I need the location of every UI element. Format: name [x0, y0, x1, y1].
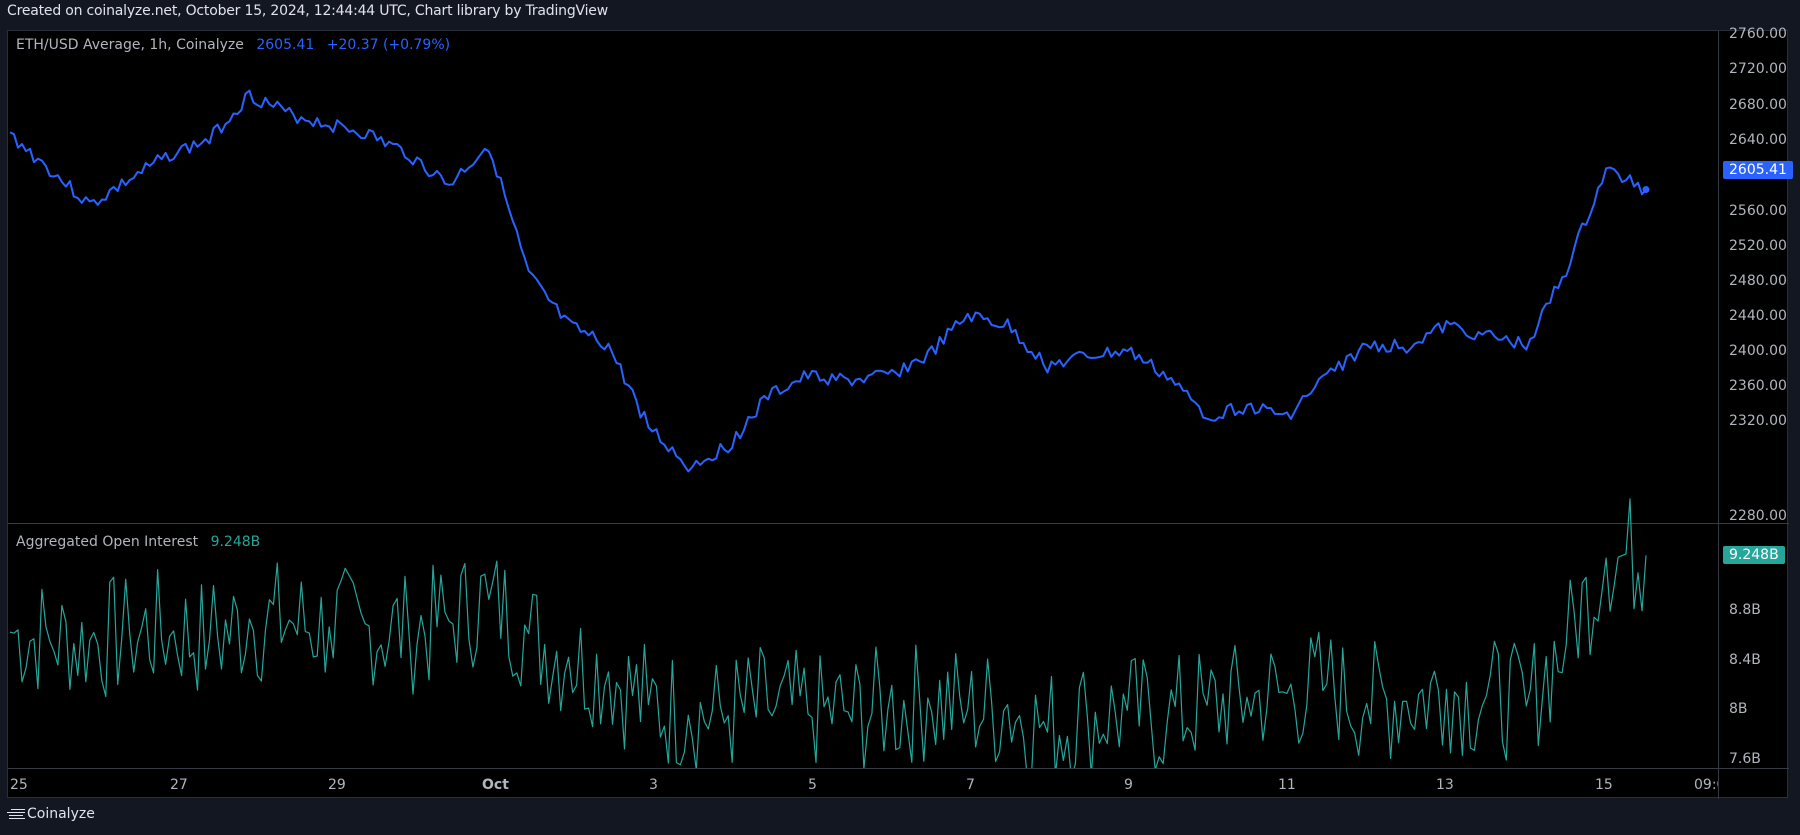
- footer-brand[interactable]: Coinalyze: [7, 806, 95, 822]
- time-tick: 3: [649, 777, 658, 793]
- oi-last-tag: 9.248B: [1723, 546, 1785, 564]
- oi-tick: 8.8B: [1729, 602, 1761, 618]
- price-last-point: [1642, 186, 1650, 194]
- price-line: [9, 89, 1647, 473]
- price-tick: 2680.00: [1729, 97, 1787, 113]
- chart-plot-area[interactable]: [8, 31, 1718, 768]
- price-tick: 2720.00: [1729, 61, 1787, 77]
- menu-lines-icon: [7, 808, 25, 821]
- price-tick: 2400.00: [1729, 343, 1787, 359]
- price-axis-divider: [1718, 31, 1719, 799]
- time-tick: 29: [328, 777, 346, 793]
- time-tick: 25: [10, 777, 28, 793]
- time-tick: 27: [170, 777, 188, 793]
- oi-line: [9, 498, 1647, 768]
- time-tick: 15: [1595, 777, 1613, 793]
- time-tick: Oct: [482, 777, 509, 793]
- pane-divider[interactable]: [8, 523, 1789, 524]
- time-tick: 13: [1436, 777, 1454, 793]
- oi-tick: 8B: [1729, 701, 1748, 717]
- time-axis-divider: [8, 768, 1789, 769]
- time-tick: 5: [808, 777, 817, 793]
- brand-label: Coinalyze: [27, 806, 95, 822]
- time-tick: 9: [1124, 777, 1133, 793]
- price-tick: 2560.00: [1729, 203, 1787, 219]
- price-symbol-label: ETH/USD Average, 1h, Coinalyze: [16, 37, 244, 53]
- time-tick: 09:0: [1694, 777, 1718, 793]
- oi-legend: Aggregated Open Interest 9.248B: [16, 534, 260, 550]
- price-tick: 2480.00: [1729, 273, 1787, 289]
- price-tick: 2760.00: [1729, 26, 1787, 42]
- chart-caption: Created on coinalyze.net, October 15, 20…: [7, 3, 608, 19]
- price-change-value: +20.37 (+0.79%): [326, 37, 451, 53]
- price-tick: 2360.00: [1729, 378, 1787, 394]
- price-tick: 2520.00: [1729, 238, 1787, 254]
- price-last-tag: 2605.41: [1723, 161, 1793, 179]
- time-tick: 11: [1278, 777, 1296, 793]
- price-last-value: 2605.41: [256, 37, 315, 53]
- price-tick: 2280.00: [1729, 508, 1787, 522]
- price-tick: 2320.00: [1729, 413, 1787, 429]
- price-tick: 2440.00: [1729, 308, 1787, 324]
- price-tick: 2640.00: [1729, 132, 1787, 148]
- price-legend: ETH/USD Average, 1h, Coinalyze 2605.41 +…: [16, 37, 450, 53]
- time-tick: 7: [966, 777, 975, 793]
- oi-tick: 7.6B: [1729, 751, 1761, 767]
- oi-title-label: Aggregated Open Interest: [16, 534, 199, 550]
- oi-last-value: 9.248B: [210, 534, 261, 550]
- chart-frame: ETH/USD Average, 1h, Coinalyze 2605.41 +…: [7, 26, 1793, 799]
- oi-tick: 8.4B: [1729, 652, 1761, 668]
